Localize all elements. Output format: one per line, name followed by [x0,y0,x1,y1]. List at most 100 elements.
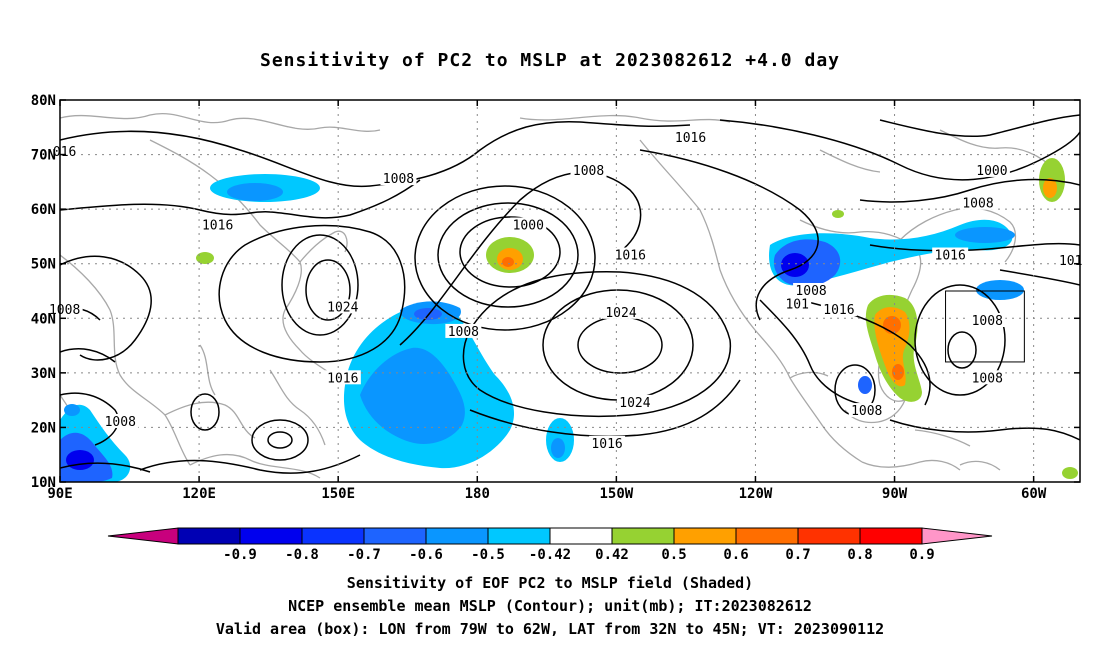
contour-label: 1024 [605,306,636,321]
colorbar-label: -0.7 [347,547,381,563]
colorbar-swatch [301,527,365,545]
lon-tick-label: 90E [47,486,72,502]
contour-label: 1016 [823,303,854,318]
contour-labels: 016 1016 1008 1008 1000 1008 1016 1000 1016 1016 1… [46,130,1085,452]
lat-tick-label: 80N [31,93,56,109]
contour-label-bg [973,162,1010,177]
contour-label: 1008 [795,284,826,299]
mslp-contours [60,114,1080,474]
colorbar-label: 0.7 [785,547,810,563]
caption-contour: NCEP ensemble mean MSLP (Contour); unit(… [288,597,812,615]
colorbar-label: -0.8 [285,547,319,563]
contour-label: 1016 [615,249,646,264]
colorbar-swatch [177,527,241,545]
lat-tick-label: 40N [31,311,56,327]
contour-label: 1008 [448,325,479,340]
contour-label: 1000 [513,219,544,234]
colorbar-label: 0.8 [847,547,872,563]
contour-label-bg [616,394,653,409]
contour-label: 1008 [972,371,1003,386]
contour-label-bg [324,370,361,385]
contour-label: 101 [785,298,808,313]
contour-label-bg [570,162,607,177]
contour-label: 1008 [105,415,136,430]
contour-label: 1008 [383,172,414,187]
colorbar-label: -0.9 [223,547,257,563]
contour-label-bg [932,247,969,262]
colorbar-swatch [363,527,427,545]
contour-label-bg [50,143,79,158]
map-border [59,99,1081,483]
colorbar-label: -0.5 [471,547,505,563]
valid-area-box [945,290,1025,363]
lat-tick-label: 70N [31,148,56,164]
contour-label-bg [46,302,83,317]
contour-label: 101 [1059,254,1082,269]
contour-label-bg [324,299,361,314]
contour-label-bg [793,283,830,297]
colorbar-label: 0.6 [723,547,748,563]
colorbar-label: -0.6 [409,547,443,563]
graticule [60,100,1080,482]
contour-label: 1016 [591,437,622,452]
lat-tick-label: 30N [31,366,56,382]
contour-label: 1008 [962,197,993,212]
contour-label-bg [820,302,857,317]
contour-label-bg [199,217,236,232]
lon-tick-label: 90W [882,486,908,502]
lon-tick-label: 120E [182,486,216,502]
contour-label-bg [969,313,1006,328]
lon-tick-label: 150E [321,486,355,502]
contour-label-bg [612,247,649,262]
colorbar-swatch [859,527,923,545]
colorbar-label: 0.42 [595,547,629,563]
contour-label: 1008 [972,314,1003,329]
contour-label-bg [510,217,547,232]
colorbar-swatch [797,527,861,545]
contour-label: 1024 [327,300,358,315]
contour-label-bg [672,130,709,145]
lat-tick-label: 20N [31,420,56,436]
colorbar-label: 0.9 [909,547,934,563]
contour-label: 1008 [49,303,80,318]
colorbar-swatch [673,527,737,545]
contour-label-bg [848,403,885,418]
colorbar-low-triangle [107,527,179,545]
colorbar-swatch [611,527,675,545]
lon-tick-label: 150W [600,486,634,502]
caption-valid-area: Valid area (box): LON from 79W to 62W, L… [215,620,885,638]
contour-label-bg [102,413,139,428]
lon-tick-label: 120W [739,486,773,502]
contour-label: 1016 [202,219,233,234]
map-frame [60,100,1080,482]
lat-tick-label: 50N [31,257,56,273]
contour-label-bg [603,304,639,319]
contour-label: 1016 [327,371,358,386]
colorbar: -0.9 -0.8 -0.7 -0.6 -0.5 -0.42 0.42 0.5 0.6 0.7 0.… [107,527,993,563]
lat-tick-label: 60N [31,202,56,218]
caption-shading: Sensitivity of EOF PC2 to MSLP field (Sh… [346,574,754,592]
contour-label-bg [589,435,626,450]
contour-label: 1000 [976,164,1007,179]
contour-label: 1008 [573,164,604,179]
colorbar-swatch [735,527,799,545]
lon-tick-label: 60W [1021,486,1047,502]
lat-tick-label: 10N [31,475,56,491]
colorbar-swatch [487,527,551,545]
contour-label: 1024 [619,396,650,411]
contour-label-bg [445,323,482,338]
contour-label: 1016 [935,249,966,264]
contour-label-bg [380,171,417,186]
contour-label: 1016 [675,131,706,146]
colorbar-high-triangle [921,527,993,545]
map-title: Sensitivity of PC2 to MSLP at 2023082612… [259,50,840,71]
contour-label: 016 [53,145,76,160]
contour-label-bg [969,370,1006,385]
colorbar-swatch [425,527,489,545]
lon-tick-label: 180 [465,486,490,502]
contour-label: 1008 [851,404,882,419]
contour-label-bg [783,296,812,311]
colorbar-label: 0.5 [661,547,686,563]
